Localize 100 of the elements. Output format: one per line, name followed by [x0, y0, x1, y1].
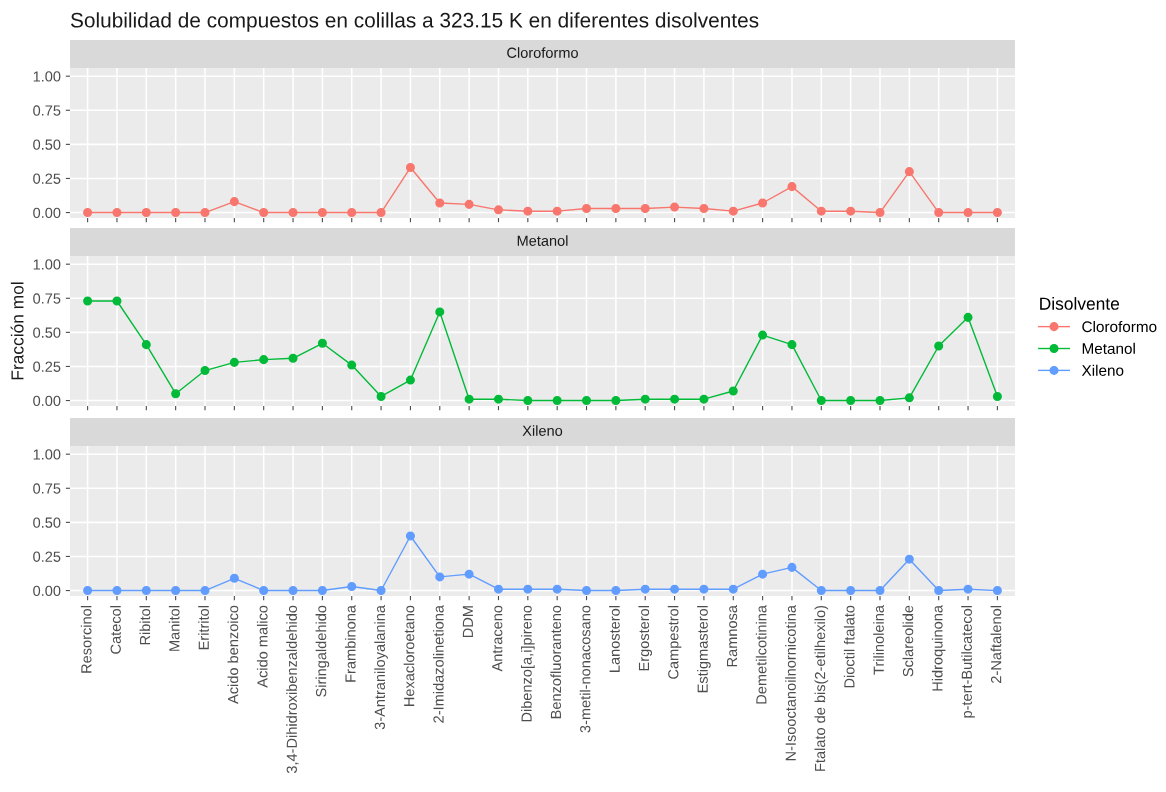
point [934, 341, 944, 351]
point [728, 584, 738, 594]
point [523, 584, 533, 594]
point [523, 396, 533, 406]
point [347, 581, 357, 591]
x-tick-label: Campestrol [667, 606, 682, 679]
x-tick-label: Manitol [168, 606, 180, 651]
point [171, 586, 181, 596]
y-tick-label: 0.75 [33, 105, 61, 116]
point [670, 584, 680, 594]
point [83, 296, 93, 306]
point [171, 389, 181, 399]
y-tick-label: 0.00 [33, 395, 61, 406]
point [112, 586, 122, 596]
point [83, 208, 93, 218]
point [758, 330, 768, 340]
point [787, 562, 797, 572]
x-tick-label: Sclareolide [902, 605, 914, 677]
legend-label: Metanol [1082, 342, 1135, 355]
point [816, 586, 826, 596]
point [376, 208, 386, 218]
point [83, 586, 93, 596]
point [934, 208, 944, 218]
x-tick-label: Ftalato de bis(2-etilhexilo) [814, 605, 829, 771]
point [200, 586, 210, 596]
point [787, 182, 797, 192]
point [640, 584, 650, 594]
chart-subtitle: Metanol [517, 235, 568, 246]
x-tick-label: 2-Imidazolinetiona [432, 605, 444, 723]
point [112, 296, 122, 306]
y-tick-label: 0.75 [33, 293, 61, 304]
y-tick-label: 0.50 [33, 139, 61, 150]
point [963, 312, 973, 322]
point [317, 586, 327, 596]
point [200, 208, 210, 218]
point [640, 394, 650, 404]
point [582, 203, 592, 213]
y-tick-label: 1.00 [33, 449, 61, 460]
point [259, 208, 269, 218]
point [493, 584, 503, 594]
x-tick-label: 3,4-Dihidroxibenzaldehido [286, 605, 299, 774]
x-tick-label: Ribitol [139, 606, 151, 645]
x-tick-label: Benzofluoranteno [550, 605, 562, 719]
point [523, 206, 533, 216]
point [141, 586, 151, 596]
point [875, 586, 885, 596]
y-tick-label: 0.00 [33, 207, 61, 218]
point [259, 586, 269, 596]
x-tick-label: Siringaldehido [315, 605, 330, 697]
y-axis-title: Fracción mol [10, 282, 24, 380]
point [288, 353, 298, 363]
point [552, 206, 562, 216]
point [464, 394, 474, 404]
point [640, 203, 650, 213]
point [464, 569, 474, 579]
point [288, 208, 298, 218]
point [846, 396, 856, 406]
point [376, 391, 386, 401]
legend-label: Xileno [1081, 364, 1124, 376]
x-tick-label: Acido benzoico [227, 605, 239, 704]
x-tick-label: Hexacloroetano [403, 605, 415, 706]
point [317, 338, 327, 348]
point [435, 307, 445, 317]
point [405, 531, 415, 541]
x-tick-label: Acido malico [256, 605, 268, 688]
point [347, 208, 357, 218]
x-tick-label: p-tert-Butilcatecol [961, 606, 975, 718]
point [611, 203, 621, 213]
point [259, 355, 269, 365]
y-tick-label: 0.00 [33, 585, 61, 596]
point [171, 208, 181, 218]
x-tick-label: Dioctil ftalato [843, 605, 855, 688]
x-tick-label: Ergosterol [638, 606, 653, 671]
y-tick-label: 0.25 [33, 361, 61, 372]
point [992, 208, 1002, 218]
point [904, 393, 914, 403]
x-tick-label: 3-Antraniloyalanina [374, 605, 388, 730]
point [229, 573, 239, 583]
y-tick-label: 0.25 [33, 173, 61, 184]
point [992, 391, 1002, 401]
x-tick-label: Dibenzo[a,i]pireno [521, 605, 535, 722]
point [816, 396, 826, 406]
point [699, 394, 709, 404]
point [611, 586, 621, 596]
point [875, 208, 885, 218]
legend-title: Disolvente [1040, 297, 1120, 310]
point [934, 586, 944, 596]
chart-subtitle: Xileno [522, 425, 563, 436]
point [552, 584, 562, 594]
point [112, 208, 122, 218]
point [670, 394, 680, 404]
point [728, 206, 738, 216]
point [405, 163, 415, 173]
legend-label: Cloroformo [1082, 320, 1157, 333]
point [699, 203, 709, 213]
point [904, 167, 914, 177]
y-tick-label: 0.25 [33, 551, 61, 562]
x-tick-label: Frambinona [344, 605, 356, 682]
y-tick-label: 0.75 [33, 483, 61, 494]
point [200, 366, 210, 376]
